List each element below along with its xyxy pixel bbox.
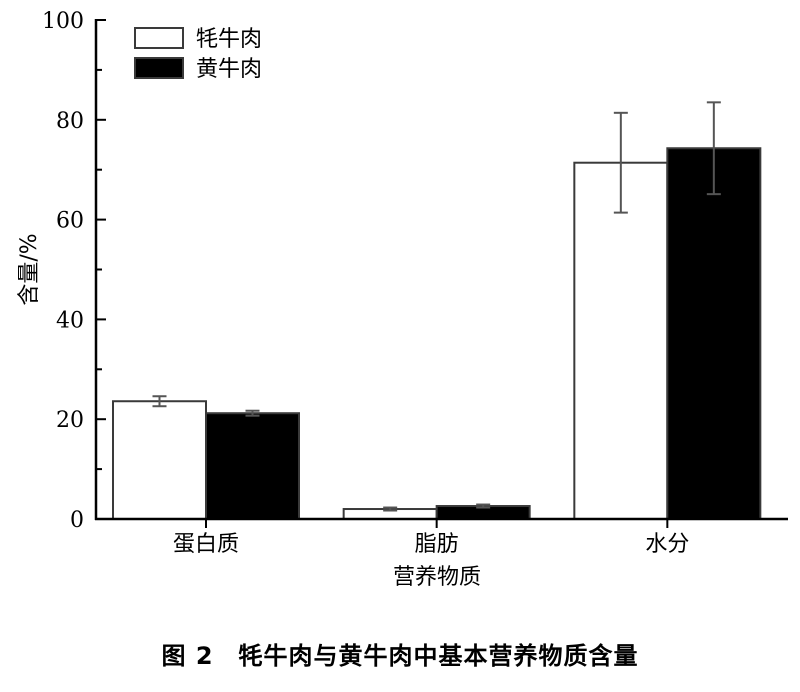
y-tick-label-5: 100: [42, 9, 84, 34]
error-bar-1-1: [152, 395, 167, 408]
bar-2-1: [205, 412, 300, 521]
y-tick-label-4: 80: [56, 109, 84, 134]
x-tick-label-1: 脂肪: [415, 532, 459, 557]
legend-swatch-1: [134, 27, 184, 49]
legend-swatch-2: [134, 57, 184, 79]
y-tick-label-2: 40: [56, 308, 84, 333]
figure-caption: 图 2 牦牛肉与黄牛肉中基本营养物质含量: [161, 642, 639, 670]
x-tick-label-2: 水分: [645, 532, 689, 557]
error-bar-1-2: [383, 506, 398, 512]
x-tick-label-0: 蛋白质: [173, 532, 239, 557]
error-bar-2-2: [476, 503, 491, 509]
bars-group: [112, 147, 762, 521]
bar-1-1: [112, 400, 207, 520]
y-tick-label-3: 60: [56, 209, 84, 234]
bar-1-3: [573, 161, 669, 521]
x-axis-title: 营养物质: [393, 565, 481, 590]
error-bar-1-3: [613, 111, 628, 214]
y-axis-title: 含量/%: [17, 233, 42, 305]
error-bars-group: [152, 101, 721, 512]
bar-2-3: [666, 147, 762, 520]
legend-label-1: 牦牛肉: [196, 27, 262, 52]
y-tick-label-0: 0: [70, 508, 84, 533]
error-bar-2-1: [245, 409, 260, 417]
error-bar-2-3: [706, 101, 721, 196]
y-tick-label-1: 20: [56, 408, 84, 433]
axes-group: 0 20 40 60 80 100 蛋白质 脂肪 水分: [42, 9, 788, 557]
legend-label-2: 黄牛肉: [196, 57, 262, 82]
